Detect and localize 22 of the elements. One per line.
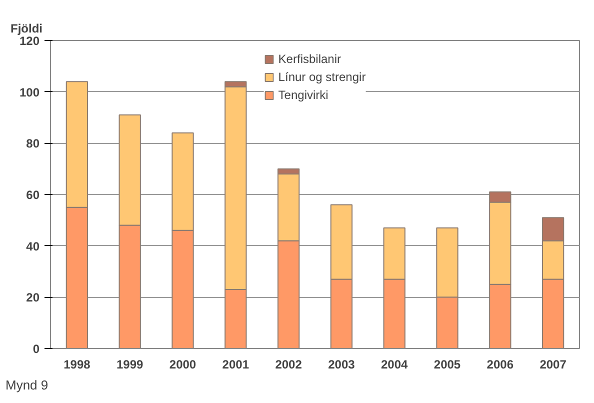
x-tick-label: 2000 — [169, 358, 196, 372]
y-tick-label: 80 — [26, 136, 40, 151]
y-tick-label: 100 — [19, 85, 40, 100]
legend-label: Kerfisbilanir — [278, 52, 342, 66]
y-tick-label: 20 — [26, 290, 40, 305]
legend-label: Línur og strengir — [278, 70, 366, 84]
y-tick-label: 60 — [26, 188, 40, 202]
x-tick-label: 2007 — [540, 358, 567, 372]
y-tick-label: 120 — [19, 34, 40, 48]
x-tick-label: 1998 — [64, 358, 91, 372]
y-axis-title: Fjöldi — [10, 22, 42, 36]
x-tick-label: 2001 — [222, 358, 250, 372]
legend-label: Tengivirki — [278, 88, 328, 102]
x-tick-label: 2004 — [381, 358, 408, 372]
x-tick-label: 2002 — [275, 358, 302, 372]
x-tick-label: 2005 — [434, 358, 461, 372]
x-tick-label: 2003 — [328, 358, 356, 372]
y-tick-label: 40 — [26, 239, 40, 254]
text: Mynd 9 — [6, 378, 48, 392]
x-tick-label: 2006 — [486, 358, 514, 372]
y-tick-label: 0 — [32, 342, 40, 356]
x-tick-label: 1999 — [116, 358, 144, 372]
